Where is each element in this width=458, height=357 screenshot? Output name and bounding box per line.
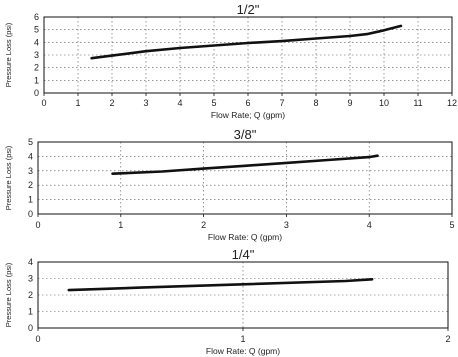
y-tick-label: 5 <box>28 137 33 147</box>
x-tick-label: 11 <box>413 98 422 108</box>
x-tick-label: 5 <box>449 220 454 230</box>
x-tick-label: 7 <box>279 98 284 108</box>
y-axis-label: Pressure Loss (psi) <box>4 145 13 210</box>
x-tick-label: 3 <box>143 98 148 108</box>
y-tick-label: 5 <box>34 25 39 35</box>
chart-title: 1/2" <box>237 2 260 17</box>
x-tick-label: 8 <box>313 98 318 108</box>
chart-title: 1/4" <box>232 247 255 262</box>
x-tick-label: 0 <box>41 98 46 108</box>
series-line <box>90 24 403 60</box>
y-tick-label: 0 <box>34 88 39 98</box>
x-tick-label: 4 <box>367 220 372 230</box>
x-tick-label: 5 <box>211 98 216 108</box>
x-tick-label: 2 <box>109 98 114 108</box>
x-tick-label: 4 <box>177 98 182 108</box>
y-tick-label: 3 <box>28 274 33 284</box>
y-tick-label: 3 <box>34 50 39 60</box>
x-tick-label: 12 <box>447 98 457 108</box>
y-tick-label: 0 <box>28 323 33 333</box>
x-tick-label: 9 <box>347 98 352 108</box>
x-tick-label: 2 <box>445 334 450 344</box>
y-tick-label: 1 <box>28 195 33 205</box>
y-tick-label: 1 <box>28 307 33 317</box>
x-axis-label: Flow Rate: Q (gpm) <box>208 232 282 242</box>
x-tick-label: 0 <box>35 220 40 230</box>
y-tick-label: 2 <box>28 290 33 300</box>
y-tick-label: 4 <box>34 37 39 47</box>
y-tick-label: 2 <box>34 63 39 73</box>
y-axis-label: Pressure Loss (psi) <box>4 22 13 87</box>
y-tick-label: 0 <box>28 209 33 219</box>
chart-2: 0 1 2 3 4 5 0 1 2 3 4 5 3/8" Flow Rate: Q (gpm) Pressu… <box>4 127 455 242</box>
x-tick-label: 1 <box>75 98 80 108</box>
x-tick-label: 3 <box>284 220 289 230</box>
plot-frame <box>37 141 453 215</box>
y-tick-label: 1 <box>34 75 39 85</box>
x-axis-label: Flow Rate; Q (gpm) <box>211 110 285 120</box>
x-tick-label: 1 <box>240 334 245 344</box>
x-tick-label: 6 <box>245 98 250 108</box>
y-tick-label: 3 <box>28 166 33 176</box>
chart-title: 3/8" <box>234 127 257 142</box>
chart-3: 0 1 2 0 1 2 3 4 1/4" Flow Rate: Q (gpm) Pressure L… <box>4 247 451 356</box>
y-tick-label: 4 <box>28 257 33 267</box>
y-axis-label: Pressure Loss (psi) <box>4 262 13 327</box>
x-tick-label: 10 <box>379 98 389 108</box>
y-tick-label: 6 <box>34 12 39 22</box>
y-tick-label: 2 <box>28 180 33 190</box>
series-line <box>67 277 374 292</box>
y-tick-label: 4 <box>28 151 33 161</box>
x-tick-label: 0 <box>35 334 40 344</box>
x-tick-label: 1 <box>118 220 123 230</box>
series-line <box>111 154 379 175</box>
x-tick-label: 2 <box>201 220 206 230</box>
x-axis-label: Flow Rate: Q (gpm) <box>206 346 280 356</box>
